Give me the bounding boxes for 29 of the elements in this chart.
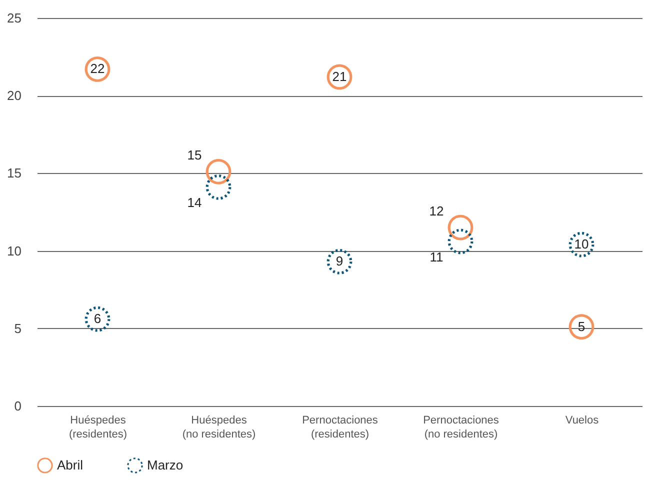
data-label: 22 bbox=[90, 61, 105, 76]
point bbox=[448, 228, 474, 254]
point bbox=[206, 174, 232, 200]
x-tick-label: Vuelos bbox=[565, 414, 600, 426]
data-label: 14 bbox=[187, 195, 202, 210]
y-tick-label: 0 bbox=[14, 398, 22, 414]
data-label: 6 bbox=[94, 311, 102, 326]
data-label: 9 bbox=[336, 254, 344, 269]
point bbox=[568, 314, 594, 340]
data-label: 10 bbox=[574, 236, 589, 252]
y-tick-label: 20 bbox=[7, 88, 22, 104]
y-tick-label: 15 bbox=[7, 166, 22, 181]
legend-label: Marzo bbox=[147, 457, 184, 472]
point bbox=[84, 306, 110, 332]
data-label: 11 bbox=[430, 249, 444, 264]
y-tick-label: 25 bbox=[7, 10, 22, 26]
point bbox=[206, 158, 232, 184]
x-tick-label: Huéspedes (residentes) bbox=[68, 414, 128, 440]
x-tick-label: Huéspedes (no residentes) bbox=[182, 414, 256, 440]
x-tick-label: Pernoctaciones (no residentes) bbox=[423, 414, 500, 440]
y-tick-label: 5 bbox=[14, 320, 22, 336]
data-label: 21 bbox=[332, 68, 347, 84]
data-label: 12 bbox=[429, 204, 444, 219]
data-label: 15 bbox=[187, 148, 202, 163]
x-tick-label: Pernoctaciones (residentes) bbox=[302, 414, 378, 440]
point bbox=[326, 248, 352, 274]
point bbox=[448, 214, 474, 240]
legend-label: Abril bbox=[57, 457, 84, 472]
y-tick-label: 10 bbox=[7, 243, 22, 258]
